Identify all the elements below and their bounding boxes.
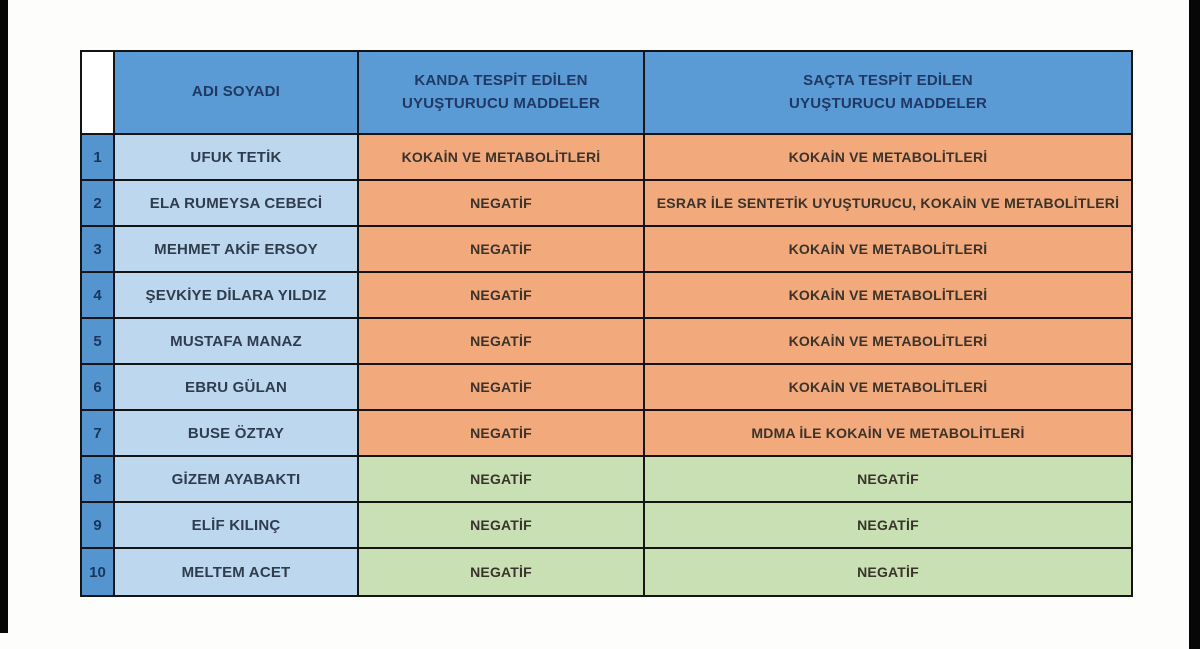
frame-black-bar-right [1189,0,1200,649]
hair-result-cell: ESRAR İLE SENTETİK UYUŞTURUCU, KOKAİN VE… [645,181,1131,227]
hair-result-cell: NEGATİF [645,549,1131,595]
hair-result-cell: KOKAİN VE METABOLİTLERİ [645,319,1131,365]
header-number-cell [82,52,115,135]
table-row: 3 MEHMET AKİF ERSOY NEGATİF KOKAİN VE ME… [82,227,1131,273]
blood-result-cell: NEGATİF [359,503,645,549]
header-hair-cell: SAÇTA TESPİT EDİLEN UYUŞTURUCU MADDELER [645,52,1131,135]
header-blood-cell: KANDA TESPİT EDİLEN UYUŞTURUCU MADDELER [359,52,645,135]
blood-result-cell: NEGATİF [359,181,645,227]
drug-test-results-table: ADI SOYADI KANDA TESPİT EDİLEN UYUŞTURUC… [80,50,1133,597]
name-cell: MUSTAFA MANAZ [115,319,359,365]
blood-result-cell: NEGATİF [359,549,645,595]
header-name-cell: ADI SOYADI [115,52,359,135]
hair-result-cell: KOKAİN VE METABOLİTLERİ [645,135,1131,181]
row-number-cell: 6 [82,365,115,411]
name-cell: MELTEM ACET [115,549,359,595]
table-header-row: ADI SOYADI KANDA TESPİT EDİLEN UYUŞTURUC… [82,52,1131,135]
blood-result-cell: NEGATİF [359,457,645,503]
name-cell: BUSE ÖZTAY [115,411,359,457]
blood-result-cell: NEGATİF [359,365,645,411]
blood-result-cell: NEGATİF [359,319,645,365]
name-cell: ŞEVKİYE DİLARA YILDIZ [115,273,359,319]
row-number-cell: 1 [82,135,115,181]
header-blood-label-line2: UYUŞTURUCU MADDELER [402,94,600,112]
header-blood-label-line1: KANDA TESPİT EDİLEN [414,72,588,89]
name-cell: EBRU GÜLAN [115,365,359,411]
hair-result-cell: KOKAİN VE METABOLİTLERİ [645,365,1131,411]
name-cell: ELA RUMEYSA CEBECİ [115,181,359,227]
table-row: 5 MUSTAFA MANAZ NEGATİF KOKAİN VE METABO… [82,319,1131,365]
table-row: 9 ELİF KILINÇ NEGATİF NEGATİF [82,503,1131,549]
name-cell: UFUK TETİK [115,135,359,181]
table-row: 4 ŞEVKİYE DİLARA YILDIZ NEGATİF KOKAİN V… [82,273,1131,319]
table-row: 6 EBRU GÜLAN NEGATİF KOKAİN VE METABOLİT… [82,365,1131,411]
row-number-cell: 9 [82,503,115,549]
row-number-cell: 4 [82,273,115,319]
frame-black-bar-left [0,0,8,633]
hair-result-cell: KOKAİN VE METABOLİTLERİ [645,227,1131,273]
name-cell: ELİF KILINÇ [115,503,359,549]
header-hair-label-line1: SAÇTA TESPİT EDİLEN [803,72,973,89]
blood-result-cell: NEGATİF [359,227,645,273]
table-row: 10 MELTEM ACET NEGATİF NEGATİF [82,549,1131,595]
table-row: 1 UFUK TETİK KOKAİN VE METABOLİTLERİ KOK… [82,135,1131,181]
row-number-cell: 5 [82,319,115,365]
hair-result-cell: KOKAİN VE METABOLİTLERİ [645,273,1131,319]
header-name-label: ADI SOYADI [191,83,281,101]
table-row: 7 BUSE ÖZTAY NEGATİF MDMA İLE KOKAİN VE … [82,411,1131,457]
hair-result-cell: MDMA İLE KOKAİN VE METABOLİTLERİ [645,411,1131,457]
table-row: 8 GİZEM AYABAKTI NEGATİF NEGATİF [82,457,1131,503]
row-number-cell: 10 [82,549,115,595]
name-cell: MEHMET AKİF ERSOY [115,227,359,273]
row-number-cell: 3 [82,227,115,273]
row-number-cell: 2 [82,181,115,227]
blood-result-cell: NEGATİF [359,273,645,319]
table-row: 2 ELA RUMEYSA CEBECİ NEGATİF ESRAR İLE S… [82,181,1131,227]
hair-result-cell: NEGATİF [645,503,1131,549]
row-number-cell: 7 [82,411,115,457]
hair-result-cell: NEGATİF [645,457,1131,503]
blood-result-cell: KOKAİN VE METABOLİTLERİ [359,135,645,181]
blood-result-cell: NEGATİF [359,411,645,457]
header-hair-label-line2: UYUŞTURUCU MADDELER [789,94,987,112]
name-cell: GİZEM AYABAKTI [115,457,359,503]
row-number-cell: 8 [82,457,115,503]
